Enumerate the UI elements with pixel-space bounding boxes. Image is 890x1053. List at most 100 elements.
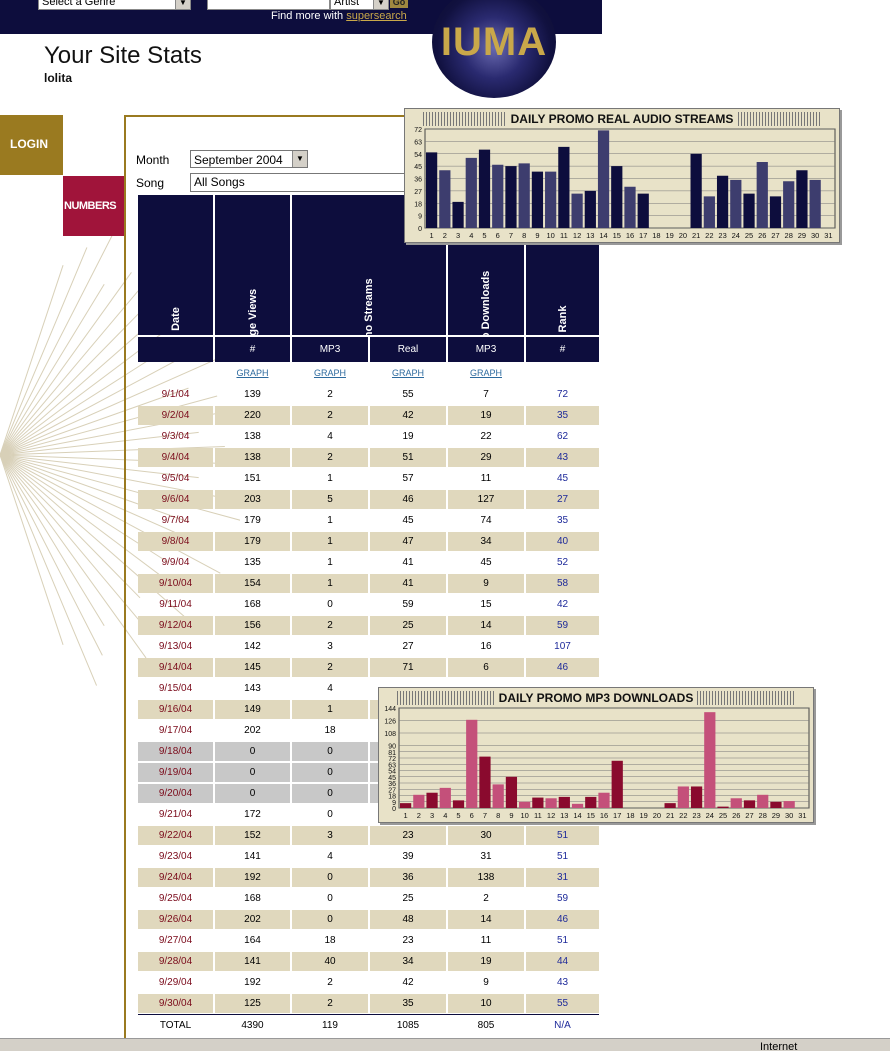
subheader-blank [138,337,213,362]
cell-date[interactable]: 9/13/04 [158,641,193,652]
cell-mp3-downloads: 45 [480,557,492,568]
graph-link-views[interactable]: GRAPH [236,368,269,378]
x-tick-label: 22 [705,231,713,240]
cell-date[interactable]: 9/12/04 [138,616,213,635]
cell-mp3-streams: 4 [327,431,333,442]
x-tick-label: 8 [496,811,500,820]
cell-date[interactable]: 9/11/04 [159,599,192,610]
ray-line [0,454,189,523]
chart-real-audio-streams: DAILY PROMO REAL AUDIO STREAMS 0 9 18 27 36 4… [404,108,840,243]
cell-views: 0 [215,763,290,782]
cell-date[interactable]: 9/5/04 [161,473,190,484]
bar [585,796,597,808]
cell-date[interactable]: 9/2/04 [138,406,213,425]
cell-date[interactable]: 9/3/04 [161,431,190,442]
cell-date[interactable]: 9/17/04 [158,725,193,736]
x-tick-label: 14 [599,231,607,240]
artist-name: lolita [44,71,73,85]
cell-date[interactable]: 9/25/04 [158,893,193,904]
x-tick-label: 13 [560,811,568,820]
y-tick-label: 9 [418,214,422,221]
cell-mp3-downloads: 16 [480,641,492,652]
ray-line [0,454,98,686]
x-tick-label: 8 [522,231,526,240]
cell-mp3-streams: 0 [292,910,368,929]
graph-link-mp3-streams[interactable]: GRAPH [313,368,346,378]
cell-date[interactable]: 9/7/04 [161,515,190,526]
bar [690,786,703,808]
cell-date[interactable]: 9/20/04 [138,784,213,803]
cell-date[interactable]: 9/6/04 [138,490,213,509]
cell-mp3-streams: 0 [327,893,333,904]
month-select[interactable]: September 2004 ▼ [190,150,308,168]
cell-rank: 31 [526,868,599,887]
x-tick-label: 26 [732,811,740,820]
cell-date[interactable]: 9/8/04 [138,532,213,551]
cell-views: 220 [215,406,290,425]
cell-mp3-streams: 0 [292,763,368,782]
x-tick-label: 6 [496,231,500,240]
subheader-views: # [215,337,290,362]
x-tick-label: 11 [560,231,568,240]
cell-mp3-downloads: 34 [448,532,524,551]
cell-date[interactable]: 9/4/04 [138,448,213,467]
cell-date[interactable]: 9/10/04 [138,574,213,593]
cell-date[interactable]: 9/23/04 [158,851,193,862]
bar [531,171,544,228]
cell-date[interactable]: 9/27/04 [158,935,193,946]
cell-real-streams: 27 [402,641,414,652]
cell-date[interactable]: 9/14/04 [138,658,213,677]
cell-date[interactable]: 9/18/04 [138,742,213,761]
cell-views: 135 [244,557,261,568]
supersearch-link[interactable]: supersearch [346,10,407,22]
y-tick-label: 90 [388,744,396,751]
bar [558,146,570,228]
y-tick-label: 144 [384,706,396,713]
cell-views: 138 [244,431,261,442]
chart-mp3-downloads: DAILY PROMO MP3 DOWNLOADS 0 9 18 27 36 45 54 63… [378,687,814,823]
cell-real-streams: 42 [402,977,414,988]
cell-date[interactable]: 9/16/04 [138,700,213,719]
ray-line [0,431,199,456]
bar [597,130,610,228]
cell-real-streams: 47 [370,532,446,551]
cell-real-streams: 25 [402,893,414,904]
cell-mp3-streams: 0 [292,742,368,761]
decorative-rays [0,232,240,686]
x-tick-label: 7 [483,811,487,820]
cell-date[interactable]: 9/15/04 [158,683,193,694]
cell-mp3-downloads: 19 [448,406,524,425]
cell-date[interactable]: 9/22/04 [138,826,213,845]
cell-rank: 35 [526,406,599,425]
login-tab[interactable]: LOGIN [0,115,63,175]
y-tick-label: 27 [388,787,396,794]
song-select[interactable]: All Songs [190,173,405,192]
x-tick-label: 1 [404,811,408,820]
x-tick-label: 16 [600,811,608,820]
graph-link-real-streams[interactable]: GRAPH [391,368,424,378]
cell-date[interactable]: 9/1/04 [161,389,190,400]
numbers-tab[interactable]: NUMBERS [63,176,126,236]
genre-select[interactable]: Select a Genre ▼ [38,0,191,10]
type-select[interactable]: Artist ▼ [330,0,389,10]
cell-rank: 40 [526,532,599,551]
go-button[interactable]: Go [390,0,408,8]
total-cell-mp3-downloads: 805 [477,1020,495,1031]
cell-mp3-streams: 4 [327,851,333,862]
cell-date[interactable]: 9/21/04 [158,809,193,820]
header-promo-downloads-label: Promo Downloads [480,270,492,335]
graph-link-mp3-downloads[interactable]: GRAPH [469,368,502,378]
search-input[interactable] [207,0,330,10]
y-tick-label: 36 [414,177,422,184]
iuma-logo[interactable]: IUMA [432,0,556,98]
cell-date[interactable]: 9/19/04 [138,763,213,782]
cell-date[interactable]: 9/9/04 [161,557,190,568]
cell-real-streams: 19 [402,431,414,442]
cell-date[interactable]: 9/28/04 [138,952,213,971]
cell-date[interactable]: 9/24/04 [138,868,213,887]
cell-date[interactable]: 9/26/04 [138,910,213,929]
bar [505,776,518,808]
cell-date[interactable]: 9/29/04 [158,977,193,988]
cell-date[interactable]: 9/30/04 [138,994,213,1013]
